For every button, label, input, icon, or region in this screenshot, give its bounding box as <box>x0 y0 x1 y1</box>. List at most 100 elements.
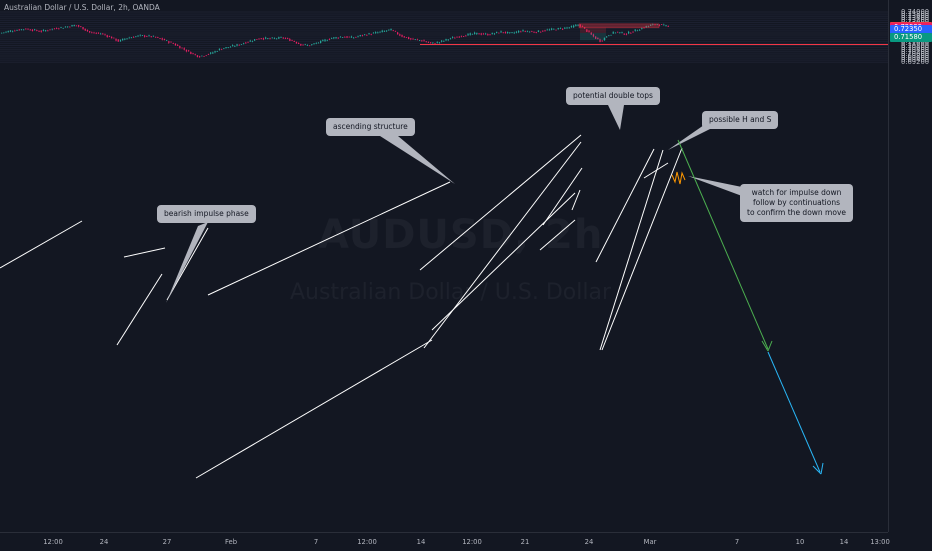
time-tick-label: 14 <box>416 538 426 546</box>
callout-bearish-impulse[interactable]: bearish impulse phase <box>157 205 256 223</box>
candle-body <box>491 32 493 35</box>
candle-body <box>416 39 419 41</box>
candle-body <box>375 32 377 34</box>
candle-body <box>304 44 306 46</box>
chart-area[interactable]: AUDUSD, 2h Australian Dollar / U.S. Doll… <box>0 0 888 532</box>
candle-body <box>216 51 218 52</box>
candle-body <box>487 34 489 36</box>
trendline <box>123 247 166 258</box>
candle-body <box>480 33 482 35</box>
candle-body <box>3 32 5 34</box>
time-tick-label: 24 <box>99 538 109 546</box>
candle-body <box>16 30 18 31</box>
candle-body <box>361 35 364 37</box>
candle-body <box>337 37 339 39</box>
candle-body <box>38 30 40 32</box>
candle-body <box>155 36 157 38</box>
candle-body <box>141 35 144 36</box>
candle-body <box>234 46 236 47</box>
candle-body <box>163 38 166 41</box>
candle-body <box>159 38 161 40</box>
candle-body <box>524 30 526 32</box>
candle-body <box>551 28 553 30</box>
candle-body <box>14 30 16 32</box>
price-tick-label: 0.71000 <box>901 39 930 48</box>
candle-body <box>25 28 27 30</box>
price-tick-label: 0.70000 <box>901 49 930 58</box>
time-tick-label: 12:00 <box>462 538 482 546</box>
pointer-ascending <box>380 136 455 184</box>
time-tick-label: 13:00 <box>870 538 890 546</box>
price-axis[interactable]: 0.740000.738000.736000.734000.732000.730… <box>888 0 932 532</box>
candle-body <box>454 37 456 39</box>
candle-body <box>82 27 84 30</box>
candle-body <box>232 45 234 47</box>
candle-body <box>240 44 243 45</box>
candle-body <box>405 37 408 39</box>
candle-body <box>333 37 335 39</box>
candle-body <box>146 36 148 37</box>
candle-body <box>152 35 155 37</box>
price-tick-label: 0.70600 <box>901 43 930 52</box>
price-tick-label: 0.73600 <box>901 12 930 21</box>
candle-body <box>555 29 557 31</box>
time-tick-label: 12:00 <box>43 538 63 546</box>
candle-body <box>614 32 617 34</box>
candle-body <box>355 36 357 38</box>
candle-body <box>511 32 513 34</box>
trendline <box>116 273 163 346</box>
candle-body <box>293 40 295 42</box>
candle-body <box>526 31 529 33</box>
callout-double-tops[interactable]: potential double tops <box>566 87 660 105</box>
candle-body <box>69 26 71 28</box>
candle-body <box>128 37 130 39</box>
candle-body <box>269 38 271 40</box>
candle-body <box>520 31 522 33</box>
candle-body <box>137 35 139 37</box>
candle-body <box>102 33 104 35</box>
instrument-title[interactable]: Australian Dollar / U.S. Dollar, 2h, OAN… <box>4 3 160 12</box>
candle-body <box>573 25 575 28</box>
candle-body <box>75 25 78 27</box>
candle-body <box>665 25 667 27</box>
candle-body <box>408 37 410 40</box>
watermark-description: Australian Dollar / U.S. Dollar <box>290 280 611 305</box>
candle-body <box>372 32 375 34</box>
candle-body <box>106 35 108 37</box>
candle-body <box>401 35 403 37</box>
candle-body <box>485 33 487 35</box>
candle-body <box>174 43 177 46</box>
time-tick-label: 7 <box>313 538 319 546</box>
candle-body <box>27 28 29 30</box>
candle-body <box>177 44 179 46</box>
candle-body <box>366 34 368 36</box>
candle-body <box>227 47 229 49</box>
candle-body <box>196 55 199 58</box>
callout-ascending-structure[interactable]: ascending structure <box>326 118 415 136</box>
forecast-arrow-blue <box>767 351 821 473</box>
callout-watch-impulse[interactable]: watch for impulse down follow by continu… <box>740 184 854 222</box>
candle-body <box>60 27 62 28</box>
candle-body <box>370 34 372 36</box>
candle-body <box>256 38 258 40</box>
time-tick-label: 7 <box>734 538 740 546</box>
price-tick-label: 0.73800 <box>901 10 930 19</box>
candle-body <box>278 36 280 39</box>
time-tick-label: 14 <box>839 538 849 546</box>
trendline <box>643 162 669 179</box>
candle-body <box>533 31 535 33</box>
candle-body <box>557 27 559 30</box>
candle-body <box>399 34 401 36</box>
candle-body <box>7 30 9 33</box>
candle-body <box>91 32 93 34</box>
candle-body <box>425 41 427 43</box>
trendline <box>601 147 683 351</box>
candle-body <box>515 31 518 33</box>
price-tick-label: 0.74000 <box>901 8 930 16</box>
candle-body <box>471 33 474 35</box>
candle-body <box>238 44 240 46</box>
candle-body <box>229 46 232 48</box>
callout-h-and-s[interactable]: possible H and S <box>702 111 779 129</box>
candle-body <box>619 32 621 34</box>
time-axis[interactable]: 12:00 24 27 Feb 7 12:00 14 12:00 21 24 Mar 7 10 14 13:… <box>0 532 890 551</box>
